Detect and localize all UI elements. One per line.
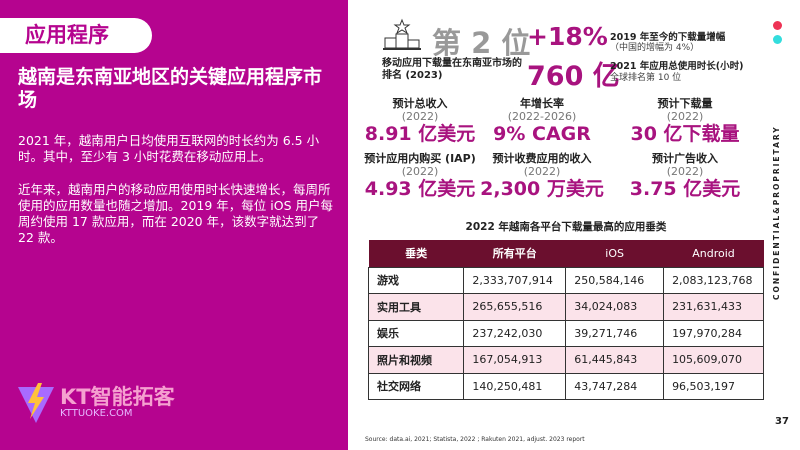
- table-row: 娱乐 237,242,030 39,271,746 197,970,284: [367, 319, 764, 347]
- rank-desc: 移动应用下载量在东南亚市场的排名 (2023): [382, 58, 522, 81]
- paragraph-1: 2021 年，越南用户日均使用互联网的时长约为 6.5 小时。其中，至少有 3 …: [18, 133, 320, 164]
- lightning-logo-icon: [18, 383, 54, 423]
- table-row: 社交网络 140,250,481 43,747,284 96,503,197: [367, 372, 764, 400]
- stat-iap: 预计应用内购买 (IAP) (2022) 4.93 亿美元: [364, 152, 476, 200]
- red-dot-icon: [773, 21, 782, 30]
- header-android: Android: [663, 240, 764, 267]
- hours-value: 760 亿: [527, 61, 620, 92]
- table-row: 照片和视频 167,054,913 61,445,843 105,609,070: [367, 346, 764, 374]
- growth-value: +18%: [527, 22, 608, 51]
- hours-sub: 全球排名第 10 位: [610, 73, 682, 83]
- downloads-table: 垂类 所有平台 iOS Android 游戏 2,333,707,914 250,584,…: [367, 240, 764, 400]
- header-ios: iOS: [565, 240, 664, 267]
- stat-downloads: 预计下载量 (2022) 30 亿下载量: [630, 97, 740, 145]
- stat-cagr: 年增长率 (2022-2026) 9% CAGR: [493, 97, 591, 145]
- left-panel: 应用程序 越南是东南亚地区的关键应用程序市场 2021 年，越南用户日均使用互联…: [0, 0, 348, 450]
- cyan-dot-icon: [773, 35, 782, 44]
- header-all: 所有平台: [463, 240, 566, 267]
- growth-title: 2019 年至今的下载量增幅: [610, 32, 726, 43]
- table-row: 实用工具 265,655,516 34,024,083 231,631,433: [367, 293, 764, 321]
- paragraph-2: 近年来，越南用户的移动应用使用时长快速增长，每周所使用的应用数量也随之增加。20…: [18, 182, 333, 245]
- stat-total-revenue: 预计总收入 (2022) 8.91 亿美元: [364, 97, 476, 145]
- logo: KT智能拓客 KTTUOKE.COM: [18, 383, 175, 423]
- table-title: 2022 年越南各平台下载量最高的应用垂类: [465, 221, 667, 233]
- header-category: 垂类: [368, 240, 464, 267]
- stat-ad-revenue: 预计广告收入 (2022) 3.75 亿美元: [629, 152, 741, 200]
- stat-paid-apps: 预计收费应用的收入 (2022) 2,300 万美元: [480, 152, 604, 200]
- confidential-label: CONFIDENTIAL&PROPRIETARY: [772, 125, 781, 300]
- page-number: 37: [775, 416, 789, 427]
- growth-sub: （中国的增幅为 4%）: [610, 43, 700, 53]
- podium-icon: [383, 18, 421, 50]
- table-header: 垂类 所有平台 iOS Android: [368, 240, 764, 267]
- source-note: Source: data.ai, 2021; Statista, 2022 ; …: [365, 436, 585, 443]
- page-heading: 越南是东南亚地区的关键应用程序市场: [18, 66, 323, 111]
- logo-url: KTTUOKE.COM: [60, 408, 133, 419]
- rank-value: 第 2 位: [432, 26, 531, 60]
- logo-text: KT智能拓客: [60, 385, 175, 409]
- hours-title: 2021 年应用总使用时长(小时): [610, 61, 744, 72]
- section-pill: 应用程序: [0, 18, 152, 53]
- table-row: 游戏 2,333,707,914 250,584,146 2,083,123,768: [367, 266, 764, 294]
